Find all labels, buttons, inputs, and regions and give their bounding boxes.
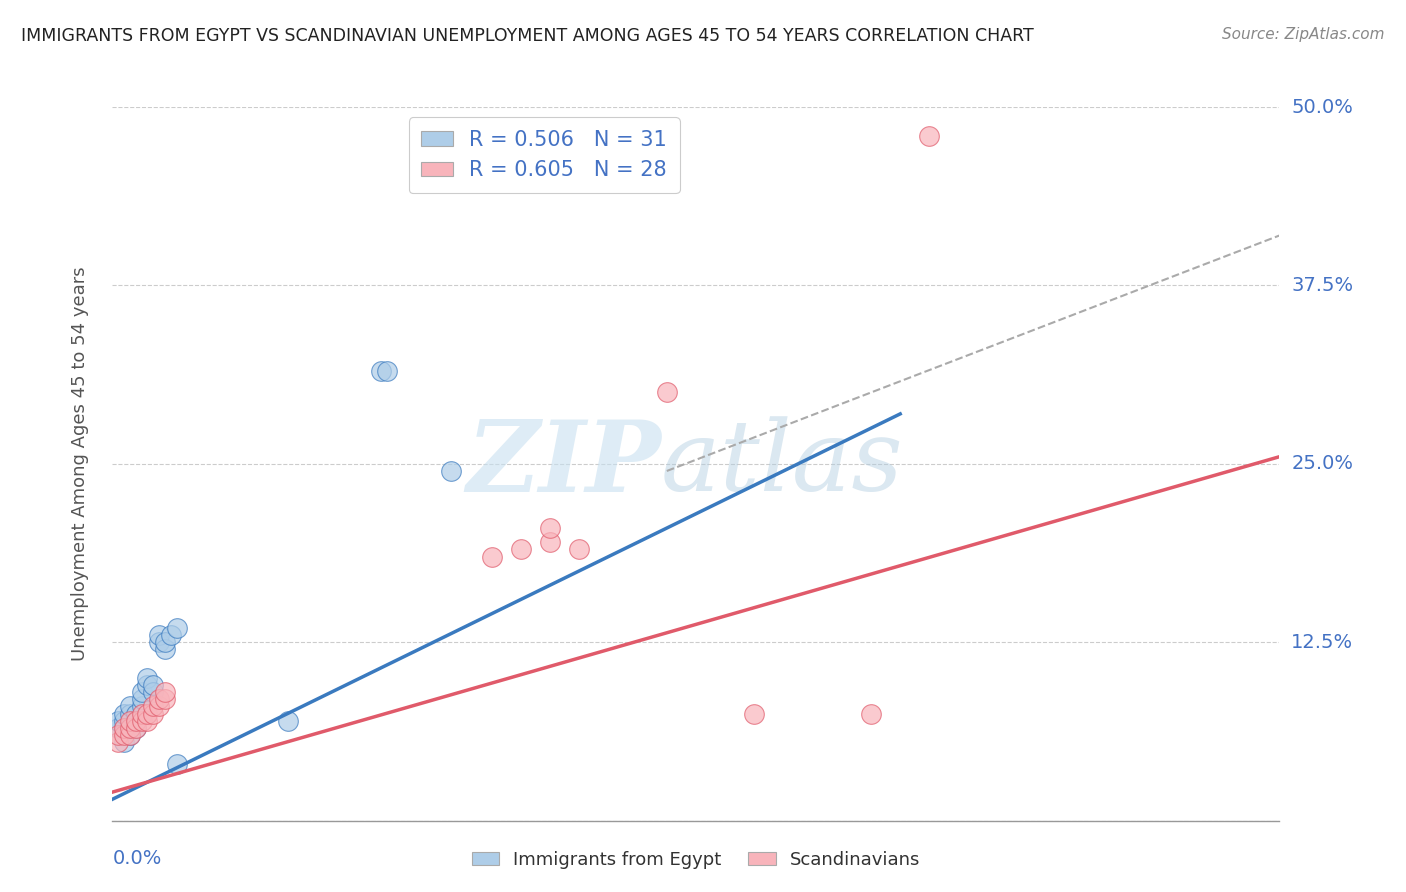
- Point: [107, 714, 129, 728]
- Point: [153, 635, 176, 649]
- Point: [107, 721, 129, 735]
- Point: [568, 542, 591, 557]
- Point: [131, 699, 153, 714]
- Point: [125, 721, 148, 735]
- Point: [131, 685, 153, 699]
- Point: [118, 728, 141, 742]
- Point: [112, 714, 135, 728]
- Point: [148, 692, 170, 706]
- Point: [142, 699, 165, 714]
- Point: [112, 721, 135, 735]
- Point: [118, 699, 141, 714]
- Text: Source: ZipAtlas.com: Source: ZipAtlas.com: [1222, 27, 1385, 42]
- Point: [125, 714, 148, 728]
- Point: [148, 699, 170, 714]
- Point: [375, 364, 398, 378]
- Point: [112, 721, 135, 735]
- Legend: Immigrants from Egypt, Scandinavians: Immigrants from Egypt, Scandinavians: [464, 844, 928, 876]
- Point: [370, 364, 392, 378]
- Text: 12.5%: 12.5%: [1291, 632, 1353, 652]
- Point: [107, 735, 129, 749]
- Point: [276, 714, 298, 728]
- Point: [125, 706, 148, 721]
- Point: [148, 628, 170, 642]
- Point: [131, 692, 153, 706]
- Point: [131, 706, 153, 721]
- Point: [136, 678, 159, 692]
- Point: [538, 535, 561, 549]
- Point: [440, 464, 463, 478]
- Text: atlas: atlas: [661, 417, 904, 511]
- Point: [742, 706, 765, 721]
- Point: [112, 728, 135, 742]
- Point: [118, 728, 141, 742]
- Point: [142, 685, 165, 699]
- Point: [166, 621, 188, 635]
- Text: 25.0%: 25.0%: [1291, 454, 1353, 474]
- Point: [125, 714, 148, 728]
- Text: 0.0%: 0.0%: [112, 849, 162, 868]
- Point: [538, 521, 561, 535]
- Point: [136, 714, 159, 728]
- Point: [153, 685, 176, 699]
- Text: 50.0%: 50.0%: [1291, 97, 1353, 117]
- Point: [153, 692, 176, 706]
- Text: ZIP: ZIP: [465, 416, 661, 512]
- Point: [136, 706, 159, 721]
- Point: [148, 635, 170, 649]
- Text: IMMIGRANTS FROM EGYPT VS SCANDINAVIAN UNEMPLOYMENT AMONG AGES 45 TO 54 YEARS COR: IMMIGRANTS FROM EGYPT VS SCANDINAVIAN UN…: [21, 27, 1033, 45]
- Point: [481, 549, 503, 564]
- Point: [118, 714, 141, 728]
- Point: [142, 706, 165, 721]
- Text: 37.5%: 37.5%: [1291, 276, 1353, 295]
- Point: [655, 385, 678, 400]
- Point: [112, 735, 135, 749]
- Point: [918, 128, 941, 143]
- Point: [166, 756, 188, 771]
- Point: [136, 671, 159, 685]
- Point: [131, 714, 153, 728]
- Point: [509, 542, 531, 557]
- Point: [153, 642, 176, 657]
- Point: [860, 706, 883, 721]
- Y-axis label: Unemployment Among Ages 45 to 54 years: Unemployment Among Ages 45 to 54 years: [70, 267, 89, 661]
- Point: [112, 706, 135, 721]
- Point: [160, 628, 183, 642]
- Point: [142, 678, 165, 692]
- Point: [118, 706, 141, 721]
- Point: [125, 721, 148, 735]
- Point: [118, 721, 141, 735]
- Point: [118, 721, 141, 735]
- Point: [107, 728, 129, 742]
